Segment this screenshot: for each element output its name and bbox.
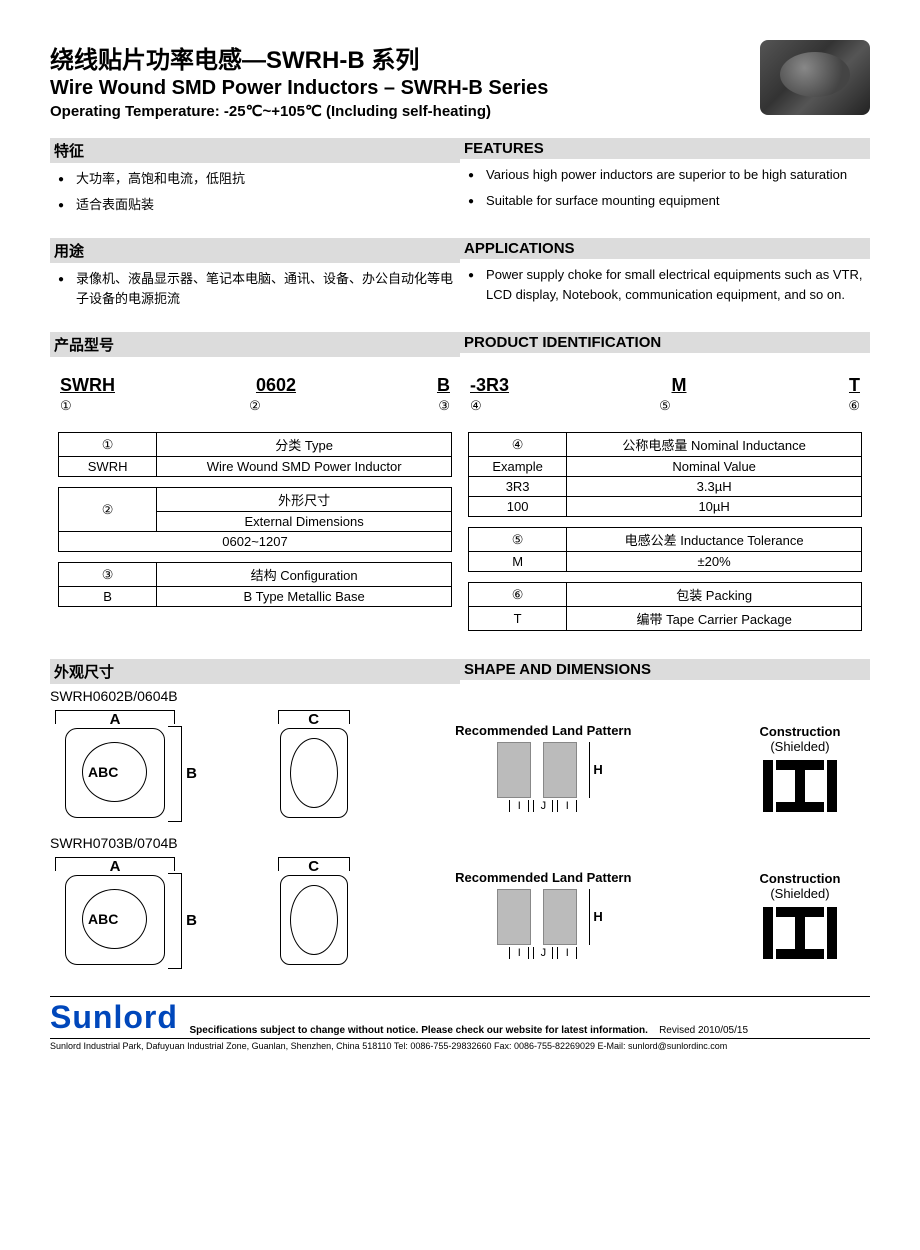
title-cn: 绕线贴片功率电感—SWRH-B 系列 bbox=[50, 40, 740, 75]
circle-label: ④ bbox=[470, 398, 482, 414]
circle-label: ① bbox=[60, 398, 72, 414]
footer-rev: Revised 2010/05/15 bbox=[659, 1025, 748, 1036]
apps-list-cn: 录像机、液晶显示器、笔记本电脑、通讯、设备、办公自动化等电子设备的电源扼流 bbox=[50, 263, 460, 308]
code-part: SWRH bbox=[60, 375, 115, 396]
table-config: ③结构 Configuration BB Type Metallic Base bbox=[58, 562, 452, 607]
circle-label: ⑥ bbox=[848, 398, 860, 414]
top-view-diagram: A ABC B bbox=[50, 710, 180, 825]
shape-row-2: A ABC B C Recommended Land Pattern H IJI… bbox=[50, 857, 870, 972]
pid-header-en: PRODUCT IDENTIFICATION bbox=[460, 332, 870, 353]
features-list-cn: 大功率，高饱和电流，低阻抗 适合表面贴装 bbox=[50, 163, 460, 214]
title-block: 绕线贴片功率电感—SWRH-B 系列 Wire Wound SMD Power … bbox=[50, 40, 870, 120]
code-part: -3R3 bbox=[470, 375, 509, 396]
brand-logo: Sunlord bbox=[50, 999, 178, 1036]
variant-label: SWRH0602B/0604B bbox=[50, 688, 870, 704]
construction-diagram: Construction (Shielded) bbox=[730, 871, 870, 959]
shape-row-1: A ABC B C Recommended Land Pattern H IJI… bbox=[50, 710, 870, 825]
product-photo bbox=[760, 40, 870, 115]
app-item: Power supply choke for small electrical … bbox=[486, 265, 870, 304]
table-inductance: ④公称电感量 Nominal Inductance ExampleNominal… bbox=[468, 432, 862, 517]
title-en: Wire Wound SMD Power Inductors – SWRH-B … bbox=[50, 77, 740, 100]
table-type: ①分类 Type SWRHWire Wound SMD Power Induct… bbox=[58, 432, 452, 477]
footer: Sunlord Specifications subject to change… bbox=[50, 996, 870, 1051]
variant-label: SWRH0703B/0704B bbox=[50, 835, 870, 851]
app-item: 录像机、液晶显示器、笔记本电脑、通讯、设备、办公自动化等电子设备的电源扼流 bbox=[76, 269, 460, 308]
footer-note: Specifications subject to change without… bbox=[190, 1025, 648, 1036]
construction-diagram: Construction (Shielded) bbox=[730, 724, 870, 812]
features-header-cn: 特征 bbox=[50, 138, 460, 163]
table-tolerance: ⑤电感公差 Inductance Tolerance M±20% bbox=[468, 527, 862, 572]
feature-item: 适合表面贴装 bbox=[76, 195, 154, 215]
land-pattern-diagram: Recommended Land Pattern H IJI bbox=[448, 723, 638, 812]
table-packing: ⑥包装 Packing T编带 Tape Carrier Package bbox=[468, 582, 862, 631]
footer-address: Sunlord Industrial Park, Dafuyuan Indust… bbox=[50, 1038, 870, 1051]
feature-item: 大功率，高饱和电流，低阻抗 bbox=[76, 169, 245, 189]
side-view-diagram: C bbox=[272, 710, 357, 825]
side-view-diagram: C bbox=[272, 857, 357, 972]
code-part: B bbox=[437, 375, 450, 396]
pid-header-cn: 产品型号 bbox=[50, 332, 460, 357]
circle-label: ③ bbox=[438, 398, 450, 414]
table-dimensions: ②外形尺寸 External Dimensions 0602~1207 bbox=[58, 487, 452, 552]
land-pattern-diagram: Recommended Land Pattern H IJI bbox=[448, 870, 638, 959]
code-part: M bbox=[672, 375, 687, 396]
apps-header-cn: 用途 bbox=[50, 238, 460, 263]
circle-label: ② bbox=[249, 398, 261, 414]
shape-header-en: SHAPE AND DIMENSIONS bbox=[460, 659, 870, 680]
code-part: T bbox=[849, 375, 860, 396]
construction-sub: (Shielded) bbox=[730, 739, 870, 754]
features-header-en: FEATURES bbox=[460, 138, 870, 159]
construction-sub: (Shielded) bbox=[730, 886, 870, 901]
apps-list-en: Power supply choke for small electrical … bbox=[460, 259, 870, 304]
subtitle: Operating Temperature: -25℃~+105℃ (Inclu… bbox=[50, 102, 740, 120]
feature-item: Suitable for surface mounting equipment bbox=[486, 191, 719, 211]
shape-header-cn: 外观尺寸 bbox=[50, 659, 460, 684]
code-breakdown: SWRH 0602 B ① ② ③ -3R3 M T ④ ⑤ ⑥ bbox=[50, 367, 870, 422]
apps-header-en: APPLICATIONS bbox=[460, 238, 870, 259]
features-list-en: Various high power inductors are superio… bbox=[460, 159, 870, 210]
circle-label: ⑤ bbox=[659, 398, 671, 414]
feature-item: Various high power inductors are superio… bbox=[486, 165, 847, 185]
top-view-diagram: A ABC B bbox=[50, 857, 180, 972]
code-part: 0602 bbox=[256, 375, 296, 396]
